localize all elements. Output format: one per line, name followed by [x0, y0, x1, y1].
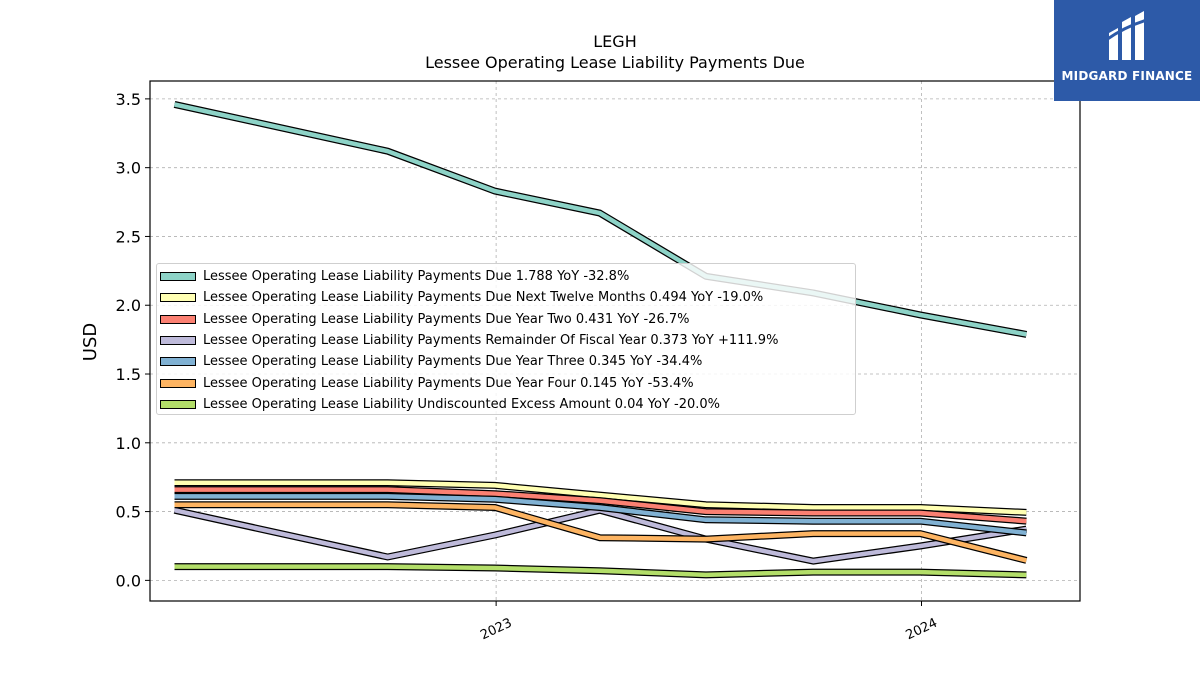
series-path — [174, 487, 1027, 524]
series-path — [174, 494, 1027, 536]
axes-frame — [149, 80, 1081, 602]
legend-swatch — [160, 336, 196, 346]
y-tick-label: 1.0 — [116, 434, 141, 453]
legend-swatch — [160, 314, 196, 324]
logo-mark-icon — [1105, 11, 1148, 60]
legend-swatch — [160, 272, 196, 282]
legend-swatch — [160, 399, 196, 409]
series-path — [174, 507, 1027, 564]
legend-item: Lessee Operating Lease Liability Payment… — [157, 330, 855, 351]
y-tick-label: 0.0 — [116, 571, 141, 590]
y-tick-label: 3.0 — [116, 159, 141, 178]
legend-label: Lessee Operating Lease Liability Undisco… — [203, 396, 721, 412]
legend-swatch — [160, 357, 196, 367]
series-2-line — [174, 479, 1027, 516]
series-lines — [173, 100, 1028, 579]
series-1-line — [173, 100, 1028, 338]
chart-legend: Lessee Operating Lease Liability Payment… — [156, 263, 856, 415]
chart-subtitle: Lessee Operating Lease Liability Payment… — [425, 53, 805, 72]
legend-item: Lessee Operating Lease Liability Payment… — [157, 287, 855, 308]
legend-swatch — [160, 378, 196, 388]
series-path — [174, 564, 1027, 578]
legend-label: Lessee Operating Lease Liability Payment… — [203, 333, 779, 349]
series-6-line — [174, 501, 1028, 564]
y-tick-label: 1.5 — [116, 365, 141, 384]
series-7-line — [174, 563, 1027, 579]
legend-label: Lessee Operating Lease Liability Payment… — [203, 375, 694, 391]
legend-item: Lessee Operating Lease Liability Payment… — [157, 372, 855, 393]
x-tick-label: 2023 — [478, 616, 514, 644]
series-3-line — [174, 486, 1027, 525]
series-path — [174, 502, 1027, 563]
y-axis-label: USD — [80, 323, 101, 361]
legend-item: Lessee Operating Lease Liability Payment… — [157, 266, 855, 287]
y-tick-label: 3.5 — [116, 90, 141, 109]
legend-item: Lessee Operating Lease Liability Payment… — [157, 309, 855, 330]
y-tick-label: 0.5 — [116, 503, 141, 522]
chart-title: LEGH — [593, 32, 636, 51]
y-axis-ticks: 0.0 0.5 1.0 1.5 2.0 2.5 3.0 3.5 — [116, 90, 150, 590]
y-tick-label: 2.0 — [116, 296, 141, 315]
x-axis-ticks: 2023 2024 — [478, 601, 940, 643]
series-4-line — [173, 506, 1027, 565]
series-path — [174, 480, 1027, 515]
legend-label: Lessee Operating Lease Liability Payment… — [203, 269, 630, 285]
midgard-finance-logo: MIDGARD FINANCE — [1054, 0, 1200, 101]
x-tick-label: 2024 — [904, 616, 940, 644]
legend-label: Lessee Operating Lease Liability Payment… — [203, 311, 690, 327]
legend-item: Lessee Operating Lease Liability Payment… — [157, 351, 855, 372]
legend-label: Lessee Operating Lease Liability Payment… — [203, 354, 703, 370]
y-tick-label: 2.5 — [116, 227, 141, 246]
legend-swatch — [160, 293, 196, 303]
legend-label: Lessee Operating Lease Liability Payment… — [203, 290, 764, 306]
legend-item: Lessee Operating Lease Liability Undisco… — [157, 394, 855, 415]
logo-text: MIDGARD FINANCE — [1061, 69, 1193, 83]
series-5-line — [174, 492, 1027, 537]
series-path — [174, 102, 1027, 337]
